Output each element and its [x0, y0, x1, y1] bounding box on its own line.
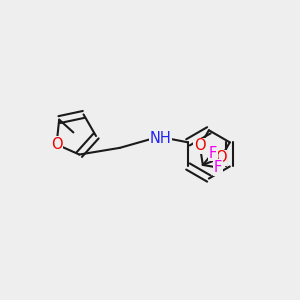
Text: O: O [215, 151, 226, 166]
Text: F: F [208, 146, 217, 161]
Text: O: O [194, 138, 206, 153]
Text: NH: NH [149, 131, 171, 146]
Text: O: O [51, 137, 62, 152]
Text: F: F [214, 160, 222, 175]
